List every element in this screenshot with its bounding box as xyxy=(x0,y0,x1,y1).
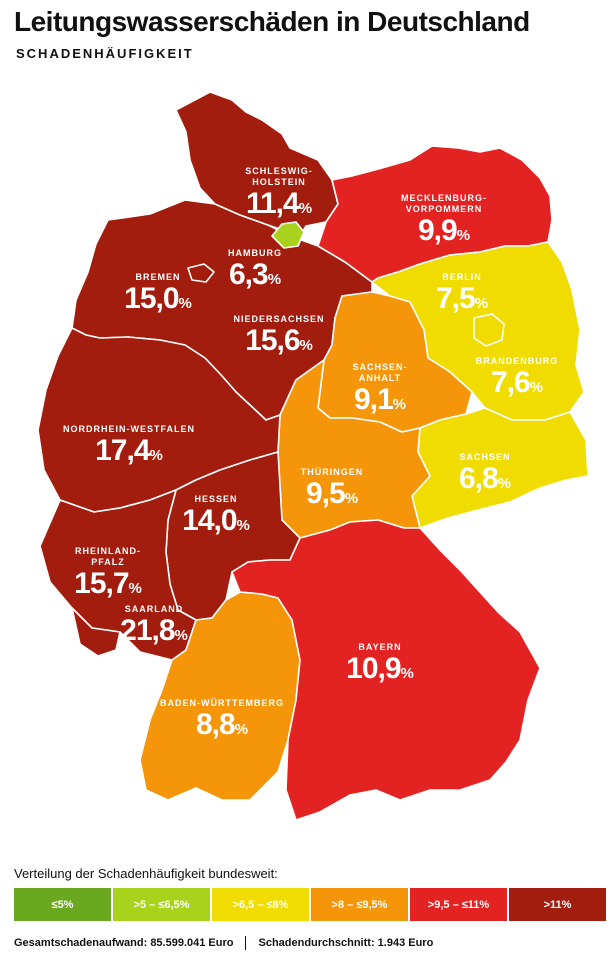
label-bayern: BAYERN 10,9% xyxy=(346,642,414,685)
label-sachsen-anhalt: SACHSEN- ANHALT 9,1% xyxy=(352,362,408,416)
legend-item-5-65: >5 – ≤6,5% xyxy=(113,888,210,921)
region-bayern[interactable] xyxy=(231,519,541,821)
label-rheinland-pfalz: RHEINLAND- PFALZ 15,7% xyxy=(74,546,142,600)
average-damage-text: Schadendurchschnitt: 1.943 Euro xyxy=(258,937,434,949)
legend-item-8-95: >8 – ≤9,5% xyxy=(311,888,408,921)
legend: ≤5% >5 – ≤6,5% >6,5 – ≤8% >8 – ≤9,5% >9,… xyxy=(14,888,606,921)
footer: Gesamtschadenaufwand: 85.599.041 Euro Sc… xyxy=(14,936,433,950)
region-bremen[interactable] xyxy=(187,263,215,283)
footer-divider xyxy=(245,936,247,950)
page-title: Leitungswasserschäden in Deutschland xyxy=(14,6,530,37)
label-hamburg: HAMBURG 6,3% xyxy=(228,248,282,291)
page-subtitle: SCHADENHÄUFIGKEIT xyxy=(16,46,194,61)
legend-item-gt11: >11% xyxy=(509,888,606,921)
label-brandenburg: BRANDENBURG 7,6% xyxy=(475,356,559,399)
label-hessen: HESSEN 14,0% xyxy=(182,494,250,537)
label-mecklenburg-vorpommern: MECKLENBURG- VORPOMMERN 9,9% xyxy=(401,193,487,247)
region-baden-wuerttemberg[interactable] xyxy=(139,591,301,801)
label-niedersachsen: NIEDERSACHSEN 15,6% xyxy=(233,314,325,357)
label-thueringen: THÜRINGEN 9,5% xyxy=(300,467,364,510)
label-nordrhein-westfalen: NORDRHEIN-WESTFALEN 17,4% xyxy=(63,424,195,467)
region-saarland[interactable] xyxy=(71,607,121,657)
legend-title: Verteilung der Schadenhäufigkeit bundesw… xyxy=(14,866,278,881)
label-sachsen: SACHSEN 6,8% xyxy=(458,452,512,495)
label-bremen: BREMEN 15,0% xyxy=(124,272,192,315)
region-hamburg[interactable] xyxy=(271,221,305,249)
label-saarland: SAARLAND 21,8% xyxy=(120,604,188,647)
label-schleswig-holstein: SCHLESWIG- HOLSTEIN 11,4% xyxy=(245,166,313,220)
legend-item-95-11: >9,5 – ≤11% xyxy=(410,888,507,921)
region-berlin[interactable] xyxy=(473,313,505,347)
legend-item-65-8: >6,5 – ≤8% xyxy=(212,888,309,921)
legend-item-le5: ≤5% xyxy=(14,888,111,921)
label-berlin: BERLIN 7,5% xyxy=(435,272,489,315)
label-baden-wuerttemberg: BADEN-WÜRTTEMBERG 8,8% xyxy=(160,698,284,741)
total-damage-text: Gesamtschadenaufwand: 85.599.041 Euro xyxy=(14,937,234,949)
